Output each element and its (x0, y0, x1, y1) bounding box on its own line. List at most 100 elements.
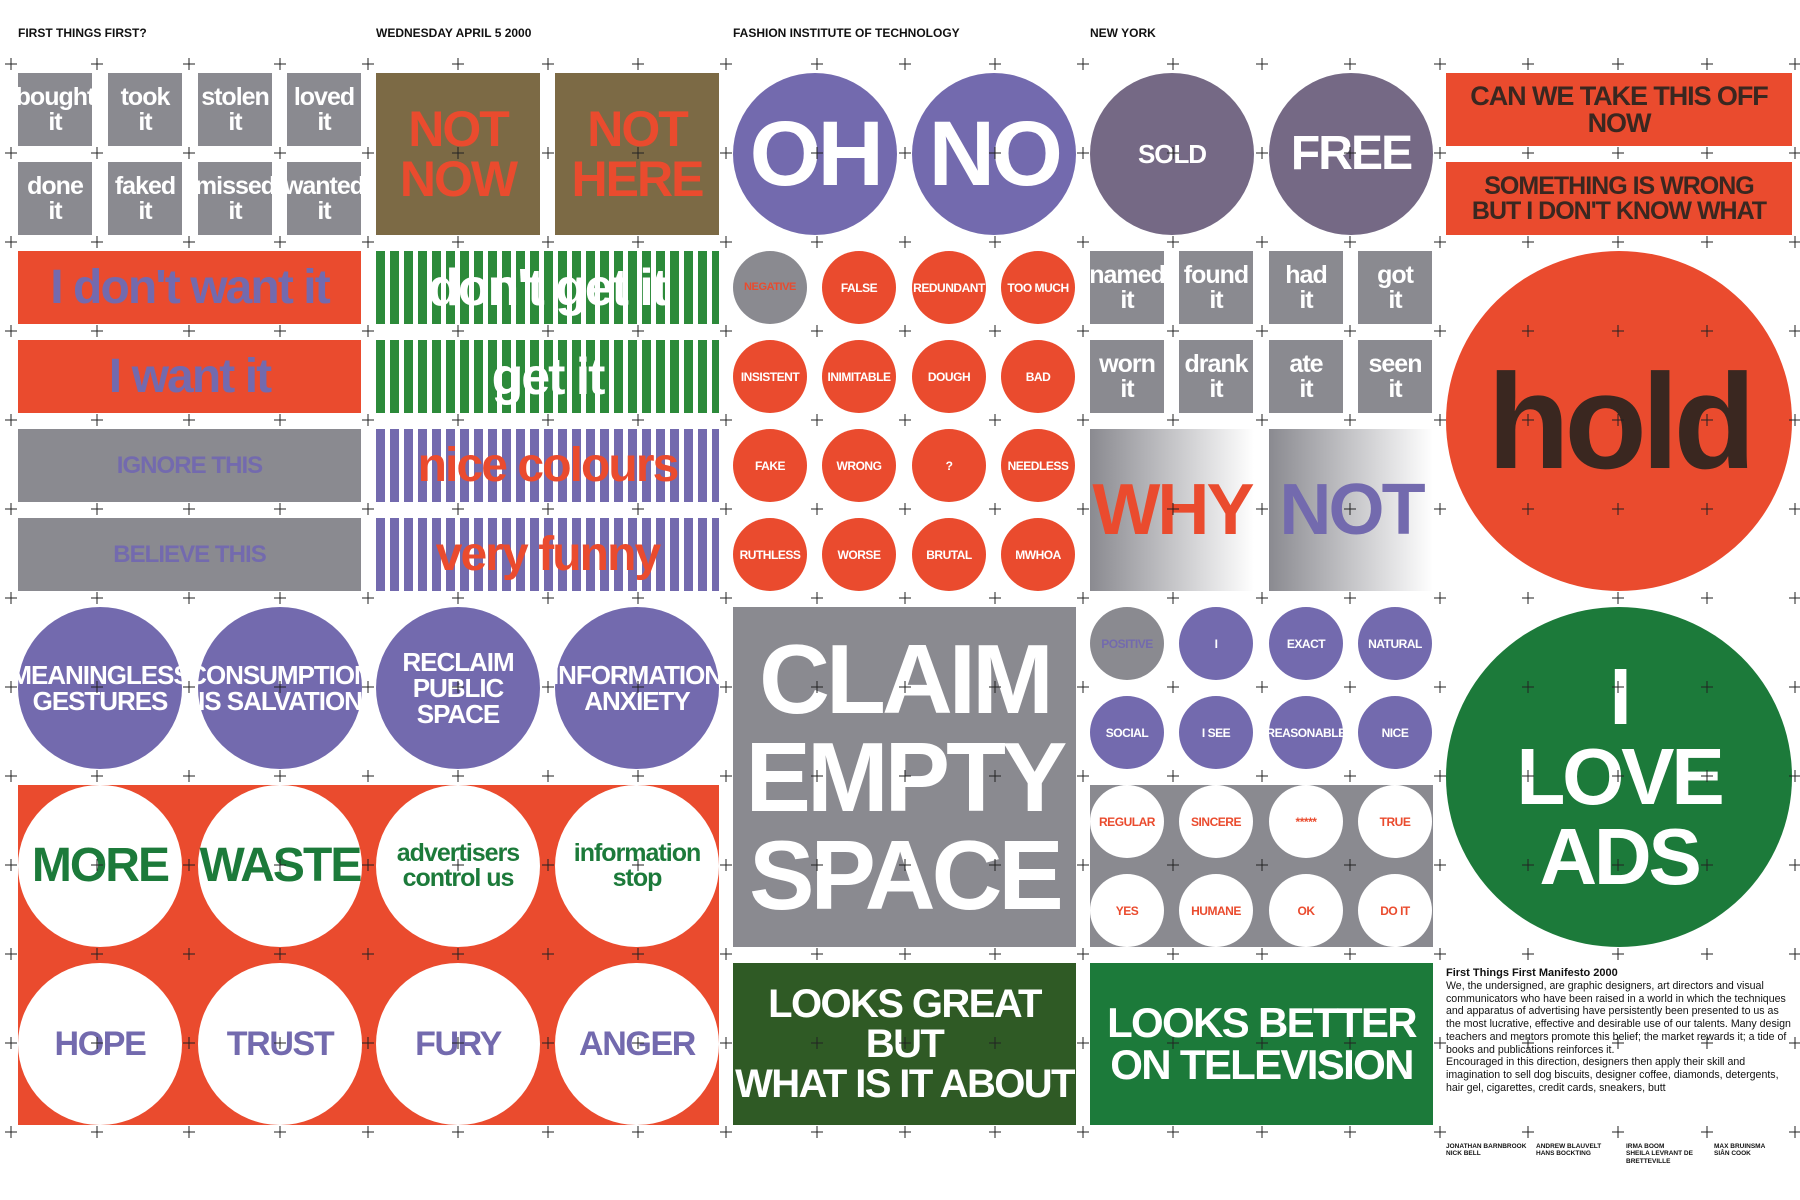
got-it-tile-label: got it (1377, 260, 1414, 314)
sincere-circle-label: SINCERE (1191, 814, 1241, 829)
ok-circle-label: OK (1297, 903, 1315, 918)
hope-circle: HOPE (18, 963, 182, 1125)
question-mark-circle: ? (912, 429, 986, 502)
asterisks-circle: ***** (1269, 785, 1343, 858)
free-circle: FREE (1269, 73, 1433, 235)
bad-circle-label: BAD (1025, 369, 1051, 384)
faked-it-tile: faked it (108, 162, 182, 235)
information-stop-circle: information stop (555, 785, 719, 947)
trust-circle-label: TRUST (226, 1025, 335, 1063)
fake-circle-label: FAKE (754, 458, 786, 473)
natural-circle-label: NATURAL (1368, 636, 1422, 651)
looks-great-block-label: LOOKS GREAT BUT WHAT IS IT ABOUT (735, 982, 1075, 1106)
false-circle: FALSE (822, 251, 896, 324)
missed-it-tile: missed it (195, 162, 276, 235)
sincere-circle: SINCERE (1179, 785, 1253, 858)
ate-it-tile-label: ate it (1289, 349, 1323, 403)
worn-it-tile-label: worn it (1099, 349, 1156, 403)
true-circle: TRUE (1358, 785, 1432, 858)
ate-it-tile: ate it (1269, 340, 1343, 413)
seen-it-tile-label: seen it (1368, 349, 1423, 403)
no-circle-label: NO (928, 103, 1063, 205)
found-it-tile-label: found it (1183, 260, 1249, 314)
anger-circle: ANGER (555, 963, 719, 1125)
inimitable-circle: INIMITABLE (822, 340, 896, 413)
i-love-ads-circle: I LOVE ADS (1446, 607, 1792, 947)
information-stop-circle-label: information stop (573, 839, 701, 892)
not-gradient-block: NOT (1269, 429, 1433, 591)
information-anxiety-circle: INFORMATION ANXIETY (551, 607, 723, 769)
i-circle: I (1179, 607, 1253, 680)
insistent-circle-label: INSISTENT (740, 369, 800, 384)
loved-it-tile: loved it (287, 73, 361, 146)
not-here-block-label: NOT HERE (571, 101, 705, 207)
bought-it-tile: bought it (15, 73, 96, 146)
get-it-stripes: get it (376, 340, 719, 413)
i-want-it-banner-label: I want it (108, 349, 272, 403)
true-circle-label: TRUE (1379, 814, 1411, 829)
not-gradient-block-label: NOT (1279, 470, 1425, 550)
wrong-circle-label: WRONG (836, 458, 882, 473)
natural-circle: NATURAL (1358, 607, 1432, 680)
drank-it-tile-label: drank it (1184, 349, 1248, 403)
stolen-it-tile-label: stolen it (201, 82, 270, 136)
took-it-tile: took it (108, 73, 182, 146)
reasonable-circle-label: REASONABLE (1266, 725, 1346, 740)
i-see-circle-label: I SEE (1201, 725, 1231, 740)
something-is-wrong-banner-label: SOMETHING IS WRONG BUT I DON'T KNOW WHAT (1471, 171, 1767, 225)
bought-it-tile-label: bought it (15, 82, 96, 136)
claim-empty-space-block-label: CLAIM EMPTY SPACE (745, 624, 1068, 930)
fury-circle-label: FURY (415, 1025, 502, 1063)
bad-circle: BAD (1001, 340, 1075, 413)
too-much-circle: TOO MUCH (1001, 251, 1075, 324)
mwhoa-circle-label: MWHOA (1015, 547, 1061, 562)
waste-circle-label: WASTE (199, 839, 362, 892)
found-it-tile: found it (1179, 251, 1253, 324)
asterisks-circle-label: ***** (1295, 814, 1317, 829)
insistent-circle: INSISTENT (733, 340, 807, 413)
why-gradient-block-label: WHY (1092, 470, 1254, 550)
ignore-this-banner: IGNORE THIS (18, 429, 361, 502)
reasonable-circle: REASONABLE (1266, 696, 1346, 769)
information-anxiety-circle-label: INFORMATION ANXIETY (551, 660, 723, 716)
looks-great-block: LOOKS GREAT BUT WHAT IS IT ABOUT (733, 963, 1076, 1125)
meaningless-gestures-circle: MEANINGLESS GESTURES (10, 607, 191, 769)
trust-circle: TRUST (198, 963, 362, 1125)
wanted-it-tile: wanted it (283, 162, 365, 235)
hope-circle-label: HOPE (54, 1025, 147, 1063)
claim-empty-space-block: CLAIM EMPTY SPACE (733, 607, 1076, 947)
mwhoa-circle: MWHOA (1001, 518, 1075, 591)
not-here-block: NOT HERE (555, 73, 719, 235)
believe-this-banner: BELIEVE THIS (18, 518, 361, 591)
fake-circle: FAKE (733, 429, 807, 502)
can-we-take-this-off-now-banner: CAN WE TAKE THIS OFF NOW (1446, 73, 1792, 146)
manifesto-title: First Things First Manifesto 2000 (1446, 967, 1618, 979)
positive-circle-label: POSITIVE (1101, 636, 1153, 651)
i-dont-want-it-banner-label: I don't want it (50, 260, 330, 314)
hold-circle-label: hold (1487, 345, 1756, 497)
wanted-it-tile-label: wanted it (283, 171, 365, 225)
ruthless-circle: RUTHLESS (733, 518, 807, 591)
signatories-col-4: MAX BRUINSMA SIÂN COOK (1714, 1143, 1766, 1158)
believe-this-banner-label: BELIEVE THIS (113, 540, 266, 568)
header-city: NEW YORK (1090, 26, 1156, 40)
manifesto-body: We, the undersigned, are graphic designe… (1446, 980, 1791, 1094)
oh-circle-label: OH (749, 103, 884, 205)
nice-circle: NICE (1358, 696, 1432, 769)
humane-circle: HUMANE (1179, 874, 1253, 947)
ruthless-circle-label: RUTHLESS (739, 547, 801, 562)
positive-circle: POSITIVE (1090, 607, 1164, 680)
false-circle-label: FALSE (840, 280, 878, 295)
do-it-circle: DO IT (1358, 874, 1432, 947)
more-circle-label: MORE (31, 839, 170, 892)
had-it-tile: had it (1269, 251, 1343, 324)
advertisers-control-us-circle: advertisers control us (376, 785, 540, 947)
do-it-circle-label: DO IT (1380, 903, 1410, 918)
very-funny-stripes: very funny (376, 518, 719, 591)
signatories-col-1: JONATHAN BARNBROOK NICK BELL (1446, 1143, 1527, 1158)
wrong-circle: WRONG (822, 429, 896, 502)
worse-circle: WORSE (822, 518, 896, 591)
header-title: FIRST THINGS FIRST? (18, 26, 147, 40)
i-love-ads-circle-label: I LOVE ADS (1516, 652, 1724, 901)
